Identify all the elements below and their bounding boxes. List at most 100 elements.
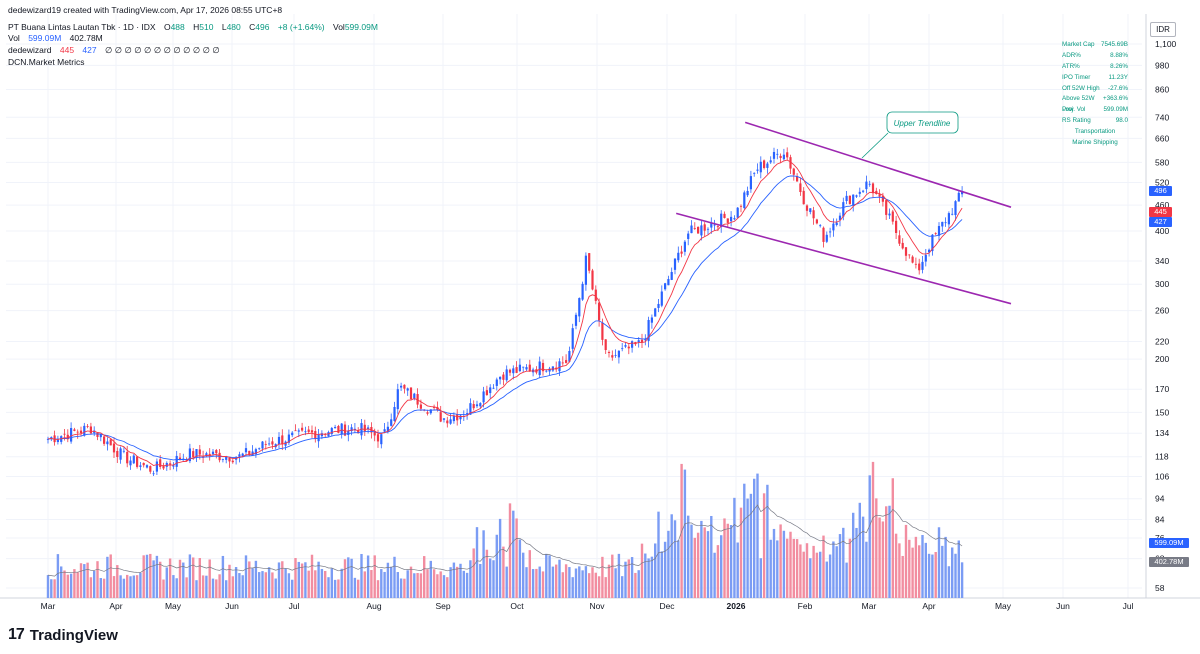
volume-bar <box>561 572 564 598</box>
volume-bar <box>248 561 251 598</box>
volume-bar <box>944 536 947 598</box>
price-tick-label: 1,100 <box>1155 39 1177 49</box>
volume-bar <box>594 572 597 598</box>
metric-off-52w-high: Off 52W High -27.6% <box>1062 84 1128 95</box>
candle-body <box>545 370 548 372</box>
price-tick-label: 580 <box>1155 157 1169 167</box>
volume-bar <box>498 518 502 598</box>
volume-bar <box>726 523 729 598</box>
high-value: 510 <box>199 22 214 32</box>
candle-body <box>281 435 284 445</box>
volume-legend-avg: 402.78M <box>69 33 103 43</box>
time-tick-label: Jul <box>289 601 300 611</box>
volume-bar <box>73 569 76 598</box>
volume-bar <box>766 484 769 598</box>
candle-body <box>479 403 482 407</box>
volume-bar <box>531 569 535 598</box>
volume-bar <box>291 579 294 598</box>
volume-bar <box>729 525 733 598</box>
volume-bar <box>363 571 366 598</box>
candle-body <box>819 225 822 227</box>
volume-bar <box>779 524 782 598</box>
candle-body <box>667 279 670 286</box>
candle-body <box>604 339 607 351</box>
volume-bar <box>119 575 122 598</box>
volume-bar <box>482 530 485 598</box>
price-tick-label: 84 <box>1155 515 1165 525</box>
candle-body <box>149 466 152 472</box>
currency-label[interactable]: IDR <box>1150 22 1176 37</box>
candle-body <box>386 426 389 432</box>
candle-body <box>812 210 815 219</box>
volume-bar <box>145 554 149 598</box>
candle-body <box>888 213 891 216</box>
volume-bar <box>168 558 172 598</box>
candle-body <box>835 222 838 226</box>
ma-legend[interactable]: dedewizard 445 427 ∅ ∅ ∅ ∅ ∅ ∅ ∅ ∅ ∅ ∅ ∅… <box>8 45 220 56</box>
volume-bar <box>802 551 805 598</box>
price-tick-label: 260 <box>1155 306 1169 316</box>
candle-body <box>541 362 545 372</box>
volume-bar <box>112 576 116 598</box>
candle-body <box>452 415 455 422</box>
volume-bar <box>822 535 825 598</box>
candle-body <box>697 226 700 234</box>
candle-body <box>241 453 244 457</box>
metrics-legend[interactable]: DCN.Market Metrics <box>8 57 85 67</box>
candle-body <box>301 427 304 431</box>
candle-body <box>192 451 195 458</box>
volume-bar <box>555 564 558 598</box>
volume-bar <box>753 478 756 598</box>
volume-bar <box>700 520 703 598</box>
volume-bar <box>436 574 439 598</box>
volume-bar <box>228 564 231 598</box>
candle-body <box>822 227 825 242</box>
candle-body <box>291 432 294 436</box>
metric-label: Market Cap <box>1062 41 1095 48</box>
volume-bar <box>845 562 848 598</box>
volume-legend[interactable]: Vol 599.09M 402.78M <box>8 33 103 43</box>
volume-bar <box>908 539 911 598</box>
volume-bar <box>885 506 888 598</box>
volume-bar <box>159 561 162 598</box>
volume-bar <box>654 543 657 598</box>
price-tick-label: 170 <box>1155 384 1169 394</box>
volume-bar <box>188 554 192 598</box>
volume-bar <box>911 547 914 598</box>
ma-slow-tag: 427 <box>1149 217 1172 227</box>
low-value: 480 <box>226 22 241 32</box>
candle-body <box>489 387 492 394</box>
volume-tag: 599.09M <box>1149 538 1189 548</box>
volume-bar <box>429 560 432 598</box>
price-tick-label: 300 <box>1155 279 1169 289</box>
candle-body <box>776 153 779 155</box>
volume-bar <box>139 572 142 598</box>
candle-body <box>347 430 350 435</box>
volume-bar <box>446 577 449 598</box>
volume-bar <box>254 560 258 598</box>
candle-body <box>188 448 191 462</box>
metric-industry: Marine Shipping <box>1072 139 1118 147</box>
volume-bar <box>663 541 667 598</box>
volume-bar <box>614 568 617 598</box>
tradingview-logo[interactable]: 17 TradingView <box>8 626 118 644</box>
candle-body <box>83 425 86 436</box>
candle-body <box>660 291 663 306</box>
volume-bar <box>825 561 828 598</box>
candle-body <box>571 328 574 349</box>
candle-body <box>136 456 139 467</box>
symbol-legend[interactable]: PT Buana Lintas Lautan Tbk · 1D · IDX O4… <box>8 22 378 32</box>
volume-bar <box>195 580 198 598</box>
price-tick-label: 58 <box>1155 583 1165 593</box>
candle-body <box>677 252 680 261</box>
candle-body <box>172 465 175 467</box>
volume-bar <box>83 564 86 598</box>
vol-label: Vol <box>333 22 345 32</box>
price-tick-label: 118 <box>1155 452 1169 462</box>
metric-label: ADR% <box>1062 51 1081 59</box>
volume-bar <box>475 527 479 598</box>
volume-bar <box>667 530 670 598</box>
volume-bar <box>393 556 396 598</box>
volume-bar <box>234 567 238 598</box>
